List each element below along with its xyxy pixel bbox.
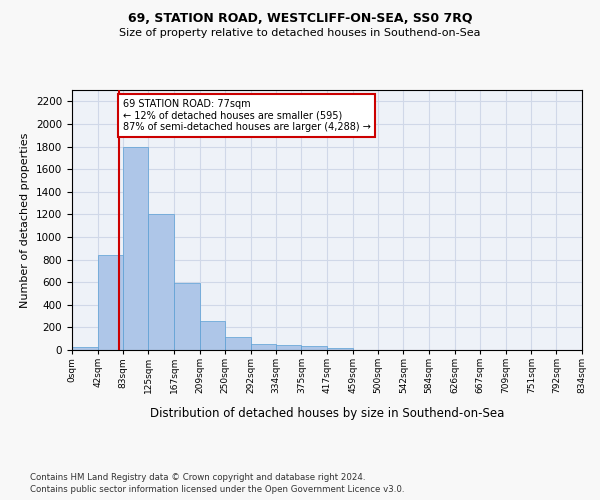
Text: 69, STATION ROAD, WESTCLIFF-ON-SEA, SS0 7RQ: 69, STATION ROAD, WESTCLIFF-ON-SEA, SS0 … [128,12,472,26]
Bar [123,146,148,350]
Bar [98,255,123,350]
Y-axis label: Number of detached properties: Number of detached properties [20,132,31,308]
Text: Distribution of detached houses by size in Southend-on-Sea: Distribution of detached houses by size … [150,408,504,420]
Bar [174,284,200,350]
Bar [72,346,98,350]
Text: Contains public sector information licensed under the Open Government Licence v3: Contains public sector information licen… [30,485,404,494]
Bar [301,346,327,350]
Bar [225,337,251,350]
Bar [327,348,353,350]
Text: Contains HM Land Registry data © Crown copyright and database right 2024.: Contains HM Land Registry data © Crown c… [30,472,365,482]
Bar [148,214,174,350]
Bar [251,344,276,350]
Text: 69 STATION ROAD: 77sqm
← 12% of detached houses are smaller (595)
87% of semi-de: 69 STATION ROAD: 77sqm ← 12% of detached… [123,99,371,132]
Text: Size of property relative to detached houses in Southend-on-Sea: Size of property relative to detached ho… [119,28,481,38]
Bar [276,345,301,350]
Bar [200,320,225,350]
